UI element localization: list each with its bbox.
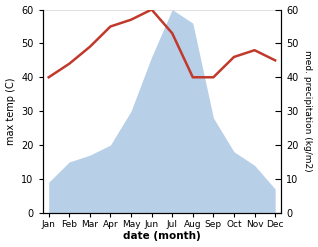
Y-axis label: med. precipitation (kg/m2): med. precipitation (kg/m2): [303, 50, 313, 172]
Y-axis label: max temp (C): max temp (C): [5, 77, 16, 145]
X-axis label: date (month): date (month): [123, 231, 201, 242]
